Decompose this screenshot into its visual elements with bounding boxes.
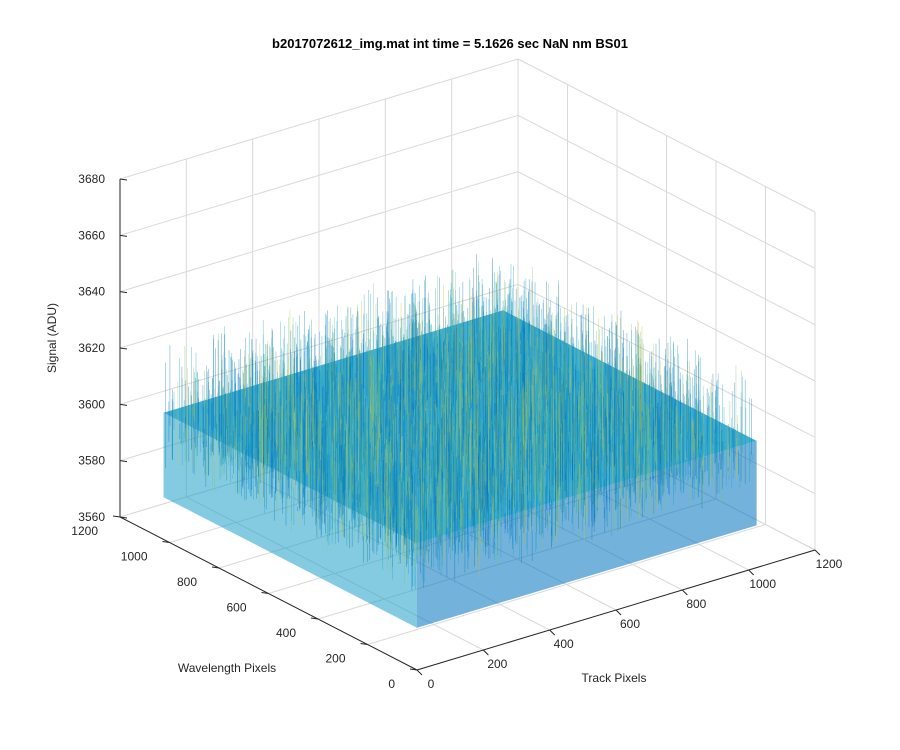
- z-tick: [119, 403, 128, 406]
- x-tick: [748, 569, 755, 576]
- z-tick: [119, 234, 128, 237]
- x-tick: [416, 669, 423, 676]
- z-tick-label: 3600: [78, 397, 105, 411]
- z-tick: [119, 291, 128, 294]
- z-axis-label: Signal (ADU): [45, 303, 59, 373]
- y-axis-label: Wavelength Pixels: [178, 661, 276, 675]
- y-tick: [261, 592, 269, 594]
- y-tick-label: 1000: [121, 550, 148, 564]
- chart-title: b2017072612_img.mat int time = 5.1626 se…: [272, 36, 628, 51]
- x-tick: [549, 629, 556, 636]
- x-axis-label: Track Pixels: [582, 671, 647, 685]
- wall-grid-line: [119, 171, 519, 293]
- y-tick: [211, 566, 220, 569]
- y-tick: [310, 617, 319, 620]
- y-tick-label: 200: [325, 652, 345, 666]
- z-tick-label: 3620: [78, 341, 105, 355]
- axis-labels: Signal (ADU) Wavelength Pixels Track Pix…: [45, 303, 646, 685]
- wall-grid-line: [517, 283, 816, 438]
- x-tick-label: 200: [487, 657, 507, 671]
- z-tick-label: 3560: [78, 510, 105, 524]
- x-tick-label: 0: [428, 677, 435, 691]
- y-tick: [360, 643, 368, 645]
- z-tick: [119, 178, 128, 181]
- floor-grid-line: [367, 524, 766, 645]
- y-tick-label: 400: [276, 626, 296, 640]
- y-tick-label: 0: [388, 677, 395, 691]
- wall-grid-line: [517, 58, 816, 213]
- y-tick-label: 1200: [71, 524, 98, 538]
- x-tick: [814, 549, 821, 556]
- wall-grid-line: [119, 114, 519, 236]
- y-tick-label: 600: [226, 601, 246, 615]
- x-tick: [681, 589, 688, 596]
- surface-side-left: [163, 412, 417, 628]
- y-tick-label: 800: [177, 575, 197, 589]
- x-tick-label: 800: [686, 597, 706, 611]
- z-tick-label: 3680: [78, 172, 105, 186]
- surface-noise: [165, 253, 754, 591]
- z-tick-label: 3580: [78, 454, 105, 468]
- wall-grid-line: [119, 58, 519, 180]
- z-tick-label: 3660: [78, 228, 105, 242]
- wall-grid-line: [517, 171, 816, 326]
- y-tick: [409, 668, 418, 671]
- wall-grid-line: [517, 227, 816, 382]
- z-tick: [119, 347, 128, 350]
- x-tick: [482, 649, 489, 656]
- x-tick: [615, 609, 622, 616]
- wall-grid-line: [119, 227, 519, 349]
- x-tick-label: 1000: [749, 577, 776, 591]
- y-tick: [162, 541, 170, 543]
- z-tick: [119, 460, 128, 463]
- y-tick: [112, 515, 121, 518]
- x-tick-label: 1200: [816, 557, 843, 571]
- wall-grid-line: [517, 114, 816, 269]
- surface: [163, 253, 757, 628]
- z-tick: [119, 516, 128, 519]
- surface-side-front: [417, 440, 757, 628]
- z-tick-label: 3640: [78, 285, 105, 299]
- x-tick-label: 600: [620, 617, 640, 631]
- axes: 0 200 400 600 800 1000 1200 0 200 400 600 800 1000 12…: [71, 172, 842, 691]
- x-tick-label: 400: [554, 637, 574, 651]
